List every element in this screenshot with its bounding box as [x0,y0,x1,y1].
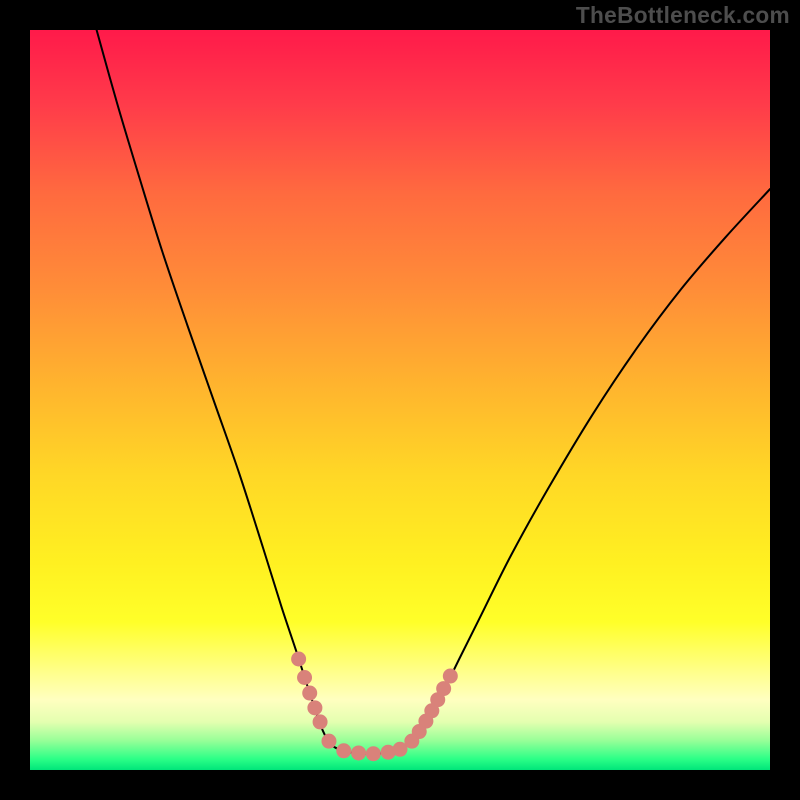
highlight-marker [303,686,317,700]
highlight-marker [443,669,457,683]
highlight-marker [298,671,312,685]
chart-frame: TheBottleneck.com [0,0,800,800]
highlight-marker [437,682,451,696]
highlight-marker [393,742,407,756]
plot-background-gradient [30,30,770,770]
highlight-marker [366,747,380,761]
highlight-marker [322,734,336,748]
highlight-marker [337,744,351,758]
bottleneck-curve-chart [0,0,800,800]
highlight-marker [313,715,327,729]
highlight-marker [352,746,366,760]
highlight-marker [292,652,306,666]
highlight-marker [308,701,322,715]
watermark-thebottleneck: TheBottleneck.com [576,2,790,29]
